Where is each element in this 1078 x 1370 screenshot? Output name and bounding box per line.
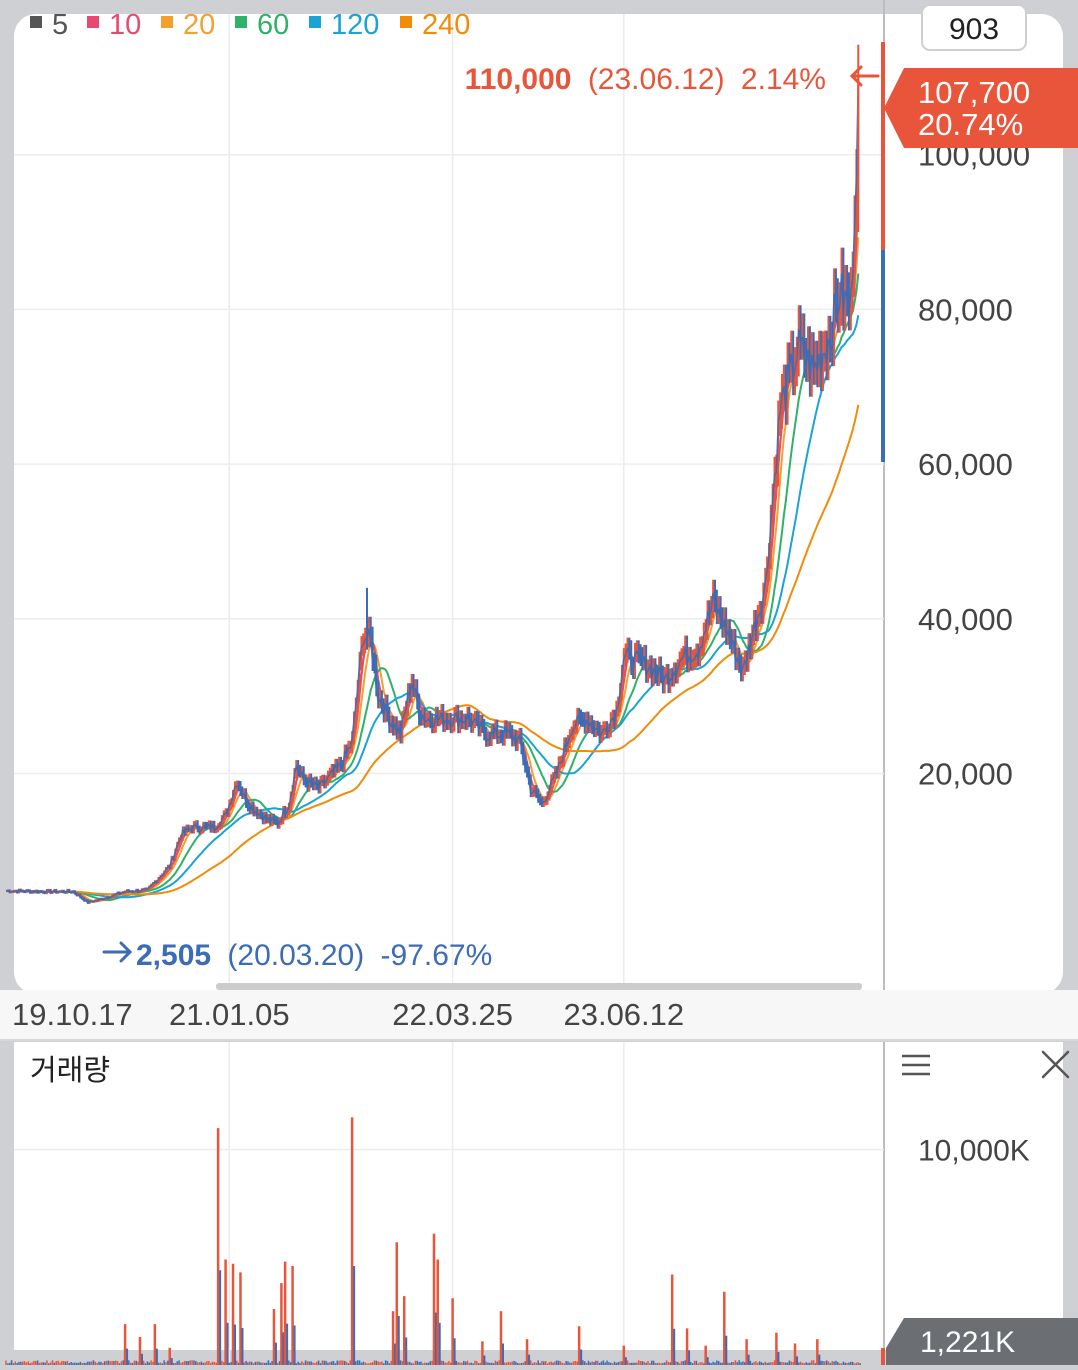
price-axis-label: 40,000 [918, 602, 1013, 637]
date-axis-label: 19.10.17 [12, 997, 133, 1032]
current-price-change: 20.74% [918, 107, 1023, 142]
legend-label: 5 [52, 9, 68, 41]
max-annotation-pct: 2.14% [741, 63, 826, 96]
arrow-right-icon [102, 941, 133, 963]
moving-average-line [5, 273, 860, 902]
legend-label: 20 [183, 9, 215, 41]
close-icon[interactable] [1041, 1050, 1070, 1079]
price-series [5, 42, 885, 905]
current-price-tag [884, 68, 1078, 148]
legend-swatch [87, 16, 99, 28]
header-value: 903 [949, 13, 999, 46]
date-axis-labels: 19.10.17 21.01.05 22.03.25 23.06.12 [12, 997, 684, 1032]
min-annotation-value: 2,505 [136, 939, 211, 972]
min-annotation-date: (20.03.20) [227, 939, 364, 972]
min-annotation: 2,505 (20.03.20) -97.67% [136, 939, 492, 972]
max-annotation: 110,000 (23.06.12) 2.14% [465, 63, 826, 96]
legend-swatch [235, 16, 247, 28]
price-axis-label: 80,000 [918, 292, 1013, 327]
legend-swatch [161, 16, 173, 28]
ma-legend: 5 10 20 60 120 240 [30, 9, 470, 41]
current-price-value: 107,700 [918, 75, 1030, 110]
chart-scrollbar[interactable] [216, 983, 862, 990]
date-axis-bar [0, 990, 1078, 1040]
volume-current-tag [886, 1318, 1078, 1365]
legend-swatch [30, 16, 42, 28]
header-value-box [921, 4, 1027, 51]
price-axis-label: 60,000 [918, 447, 1013, 482]
max-annotation-date: (23.06.12) [588, 63, 725, 96]
legend-swatch [309, 16, 321, 28]
arrow-left-icon [849, 65, 880, 87]
legend-label: 120 [331, 9, 379, 41]
legend-swatch [400, 16, 412, 28]
price-panel [14, 14, 1063, 994]
legend-label: 60 [257, 9, 289, 41]
volume-series [5, 1117, 861, 1365]
min-annotation-pct: -97.67% [381, 939, 493, 972]
legend-label: 240 [422, 9, 470, 41]
max-annotation-value: 110,000 [465, 63, 572, 96]
price-grid [14, 14, 884, 1365]
date-axis-label: 22.03.25 [392, 997, 513, 1032]
price-axis-label: 20,000 [918, 756, 1013, 791]
legend-label: 10 [109, 9, 141, 41]
volume-axis-label: 10,000K [918, 1135, 1030, 1168]
menu-icon[interactable] [902, 1054, 930, 1076]
price-line [5, 78, 860, 905]
volume-current-value: 1,221K [920, 1326, 1015, 1359]
volume-title: 거래량 [30, 1055, 110, 1087]
date-axis-label: 23.06.12 [563, 997, 684, 1032]
volume-panel [14, 1042, 1063, 1350]
date-axis-label: 21.01.05 [169, 997, 290, 1032]
